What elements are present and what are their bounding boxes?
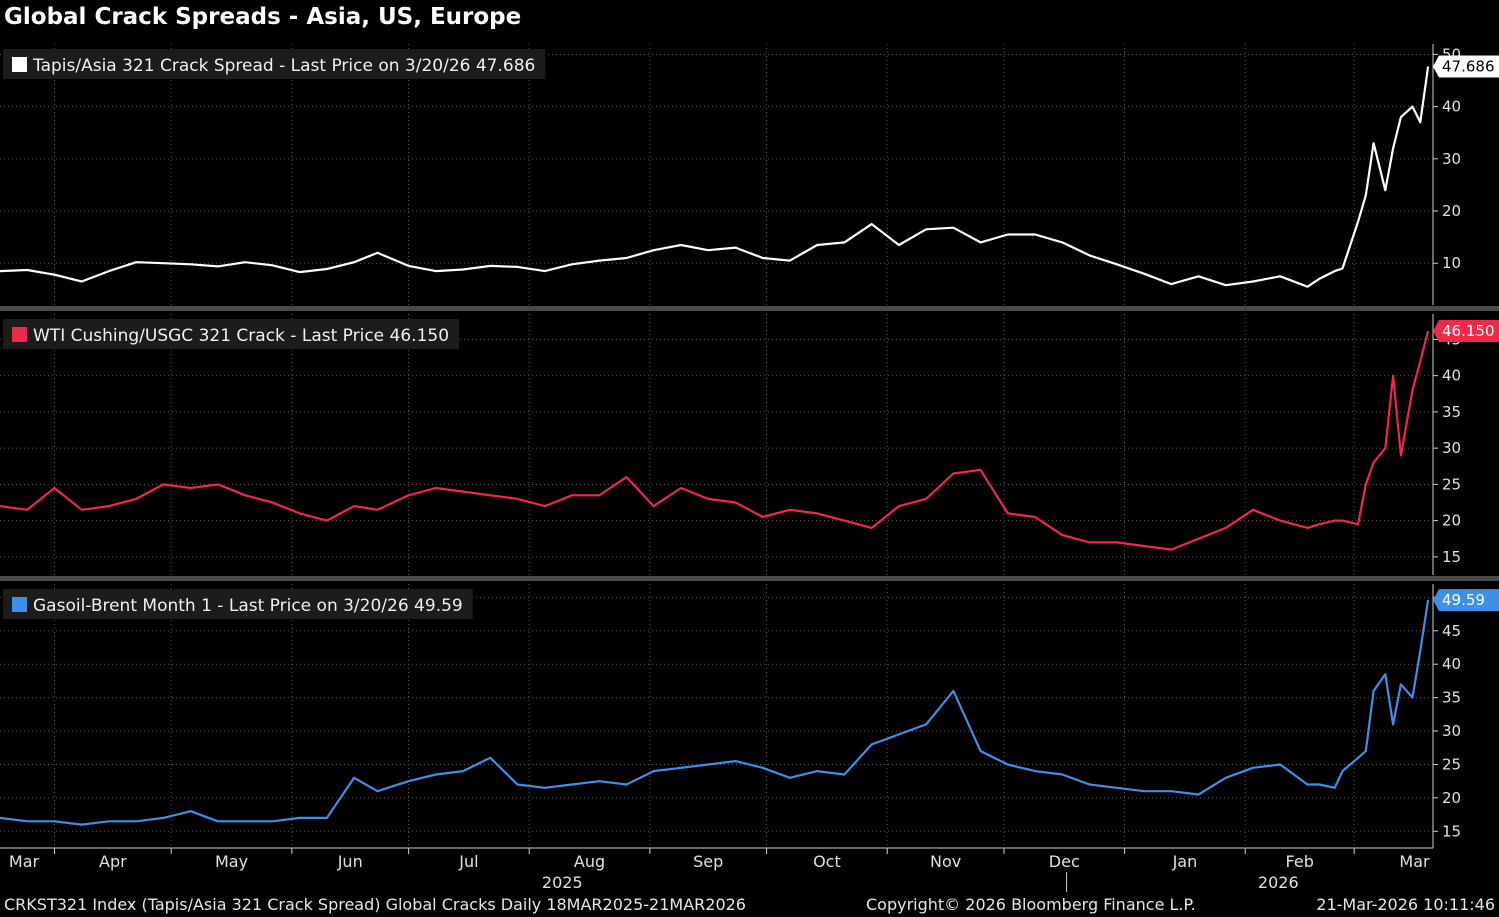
series-line bbox=[0, 330, 1430, 551]
last-value-label: 49.59 bbox=[1442, 591, 1485, 609]
x-month-label: Feb bbox=[1286, 852, 1314, 871]
footer-copyright: Copyright© 2026 Bloomberg Finance L.P. bbox=[866, 895, 1196, 914]
x-month-label: Mar bbox=[9, 852, 40, 871]
x-month-label: Jul bbox=[458, 852, 478, 871]
legend-swatch bbox=[12, 57, 27, 72]
y-tick-label: 20 bbox=[1442, 789, 1461, 807]
x-year-label: 2025 bbox=[542, 873, 583, 892]
last-value-badge bbox=[1433, 55, 1499, 78]
legend-label: WTI Cushing/USGC 321 Crack - Last Price … bbox=[33, 326, 449, 346]
x-month-label: Oct bbox=[813, 852, 841, 871]
last-value-badge bbox=[1433, 589, 1499, 612]
y-tick-label: 30 bbox=[1442, 439, 1461, 457]
x-month-label: May bbox=[215, 852, 248, 871]
x-month-label: Nov bbox=[930, 852, 961, 871]
x-month-label: Dec bbox=[1049, 852, 1080, 871]
panel-separator bbox=[0, 576, 1499, 581]
x-year-label: 2026 bbox=[1258, 873, 1299, 892]
y-tick-label: 20 bbox=[1442, 202, 1461, 220]
y-tick-label: 25 bbox=[1442, 755, 1461, 773]
x-month-label: Jan bbox=[1172, 852, 1198, 871]
y-tick-label: 40 bbox=[1442, 655, 1461, 673]
y-tick-label: 10 bbox=[1442, 254, 1461, 272]
x-month-label: Jun bbox=[337, 852, 363, 871]
x-month-label: Sep bbox=[693, 852, 723, 871]
panel-separator bbox=[0, 306, 1499, 311]
y-tick-label: 30 bbox=[1442, 722, 1461, 740]
y-tick-label: 15 bbox=[1442, 548, 1461, 566]
x-month-label: Aug bbox=[574, 852, 605, 871]
x-month-label: Apr bbox=[99, 852, 127, 871]
legend-box bbox=[3, 319, 460, 349]
y-tick-label: 35 bbox=[1442, 403, 1461, 421]
y-tick-label: 40 bbox=[1442, 98, 1461, 116]
y-tick-label: 25 bbox=[1442, 475, 1461, 493]
last-value-label: 47.686 bbox=[1442, 58, 1495, 76]
y-tick-label: 15 bbox=[1442, 822, 1461, 840]
y-tick-label: 40 bbox=[1442, 367, 1461, 385]
series-line bbox=[0, 66, 1430, 288]
chart-title: Global Crack Spreads - Asia, US, Europe bbox=[4, 4, 522, 30]
legend-swatch bbox=[12, 327, 27, 342]
y-tick-label: 45 bbox=[1442, 622, 1461, 640]
y-tick-label: 20 bbox=[1442, 512, 1461, 530]
legend-box bbox=[3, 589, 473, 619]
legend-label: Gasoil-Brent Month 1 - Last Price on 3/2… bbox=[33, 596, 463, 616]
y-tick-label: 35 bbox=[1442, 689, 1461, 707]
footer-index-description: CRKST321 Index (Tapis/Asia 321 Crack Spr… bbox=[4, 895, 746, 914]
footer-timestamp: 21-Mar-2026 10:11:46 bbox=[1316, 895, 1495, 914]
legend-swatch bbox=[12, 597, 27, 612]
legend-label: Tapis/Asia 321 Crack Spread - Last Price… bbox=[32, 56, 535, 76]
last-value-label: 46.150 bbox=[1442, 322, 1495, 340]
y-tick-label: 30 bbox=[1442, 150, 1461, 168]
legend-box bbox=[3, 49, 546, 79]
series-line bbox=[0, 599, 1430, 826]
last-value-badge bbox=[1433, 320, 1499, 343]
x-month-label: Mar bbox=[1399, 852, 1430, 871]
